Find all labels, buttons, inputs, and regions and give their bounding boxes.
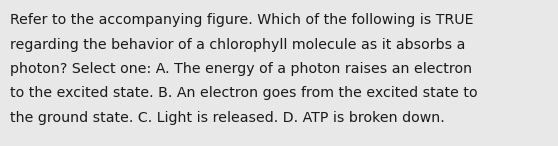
Text: regarding the behavior of a chlorophyll molecule as it absorbs a: regarding the behavior of a chlorophyll …: [10, 38, 465, 52]
Text: Refer to the accompanying figure. Which of the following is TRUE: Refer to the accompanying figure. Which …: [10, 13, 474, 27]
Text: photon? Select one: A. The energy of a photon raises an electron: photon? Select one: A. The energy of a p…: [10, 62, 472, 76]
Text: the ground state. C. Light is released. D. ATP is broken down.: the ground state. C. Light is released. …: [10, 111, 445, 125]
Text: to the excited state. B. An electron goes from the excited state to: to the excited state. B. An electron goe…: [10, 86, 478, 100]
